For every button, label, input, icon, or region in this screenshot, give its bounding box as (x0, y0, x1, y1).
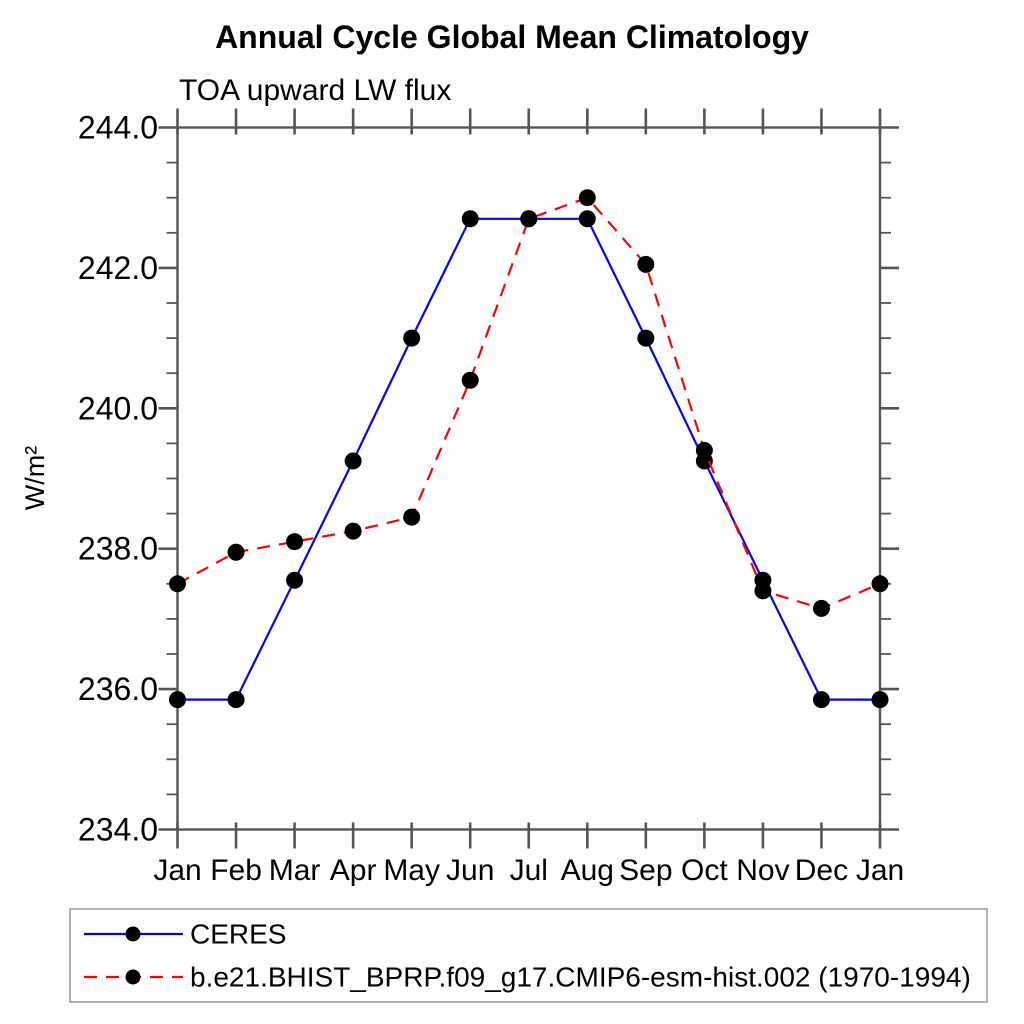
data-series (169, 189, 889, 709)
series-marker-1 (169, 575, 186, 593)
series-marker-1 (695, 441, 713, 459)
series-marker-1 (344, 522, 362, 540)
series-marker-0 (812, 691, 830, 709)
y-tick-label: 234.0 (78, 812, 158, 848)
series-marker-1 (578, 189, 596, 207)
series-marker-0 (286, 571, 304, 589)
axes-frame (176, 126, 882, 831)
series-marker-0 (169, 691, 186, 709)
series-marker-1 (812, 599, 830, 617)
series-marker-0 (344, 452, 362, 470)
series-marker-1 (520, 210, 538, 228)
chart-title: Annual Cycle Global Mean Climatology (215, 19, 809, 55)
legend-box (69, 908, 988, 1003)
x-tick-label: Oct (681, 854, 728, 887)
series-line-1 (176, 196, 881, 610)
legend-label-1: b.e21.BHIST_BPRP.f09_g17.CMIP6-esm-hist.… (190, 962, 971, 993)
series-marker-0 (578, 210, 596, 228)
y-tick-label: 242.0 (78, 250, 158, 286)
x-tick-label: Sep (619, 854, 672, 887)
series-marker-1 (286, 533, 304, 551)
legend-swatch-marker-1 (125, 969, 141, 985)
x-tick-label: Apr (330, 854, 377, 887)
x-tick-label: Feb (210, 854, 262, 887)
x-tick-label: Mar (269, 854, 321, 887)
series-marker-0 (227, 691, 245, 709)
plot-frame (176, 126, 882, 831)
y-axis-ticks: 234.0 236.0 238.0 240.0 242.0 244.0 (78, 110, 899, 848)
x-tick-label: Jan (153, 854, 201, 887)
x-tick-label: Jan (856, 854, 904, 887)
series-marker-1 (637, 255, 655, 273)
series-marker-0 (637, 329, 655, 347)
x-tick-label: May (383, 854, 440, 887)
series-marker-0 (871, 691, 889, 709)
x-tick-label: Jul (510, 854, 548, 887)
y-tick-label: 240.0 (78, 390, 158, 426)
series-marker-1 (461, 371, 479, 389)
x-tick-label: Nov (736, 854, 789, 887)
y-tick-label: 238.0 (78, 531, 158, 567)
x-axis-ticks: Jan Feb Mar Apr May Jun Jul Aug Sep Oct Nov Dec Jan (153, 108, 904, 887)
series-marker-1 (403, 508, 421, 526)
series-marker-0 (461, 210, 479, 228)
x-tick-label: Dec (795, 854, 848, 887)
series-line-0 (177, 217, 880, 701)
legend-swatch-marker-0 (125, 926, 141, 942)
legend: CERES b.e21.BHIST_BPRP.f09_g17.CMIP6-esm-… (69, 908, 988, 1003)
x-tick-label: Aug (561, 854, 614, 887)
series-marker-1 (871, 575, 889, 593)
y-axis-label: W/m² (20, 446, 50, 510)
legend-label-0: CERES (190, 919, 286, 950)
x-tick-label: Jun (446, 854, 494, 887)
series-marker-1 (227, 543, 245, 561)
y-tick-label: 236.0 (78, 671, 158, 707)
y-tick-label: 244.0 (78, 110, 158, 146)
series-marker-0 (403, 329, 421, 347)
series-marker-1 (754, 582, 772, 600)
chart-subtitle: TOA upward LW flux (179, 74, 451, 107)
